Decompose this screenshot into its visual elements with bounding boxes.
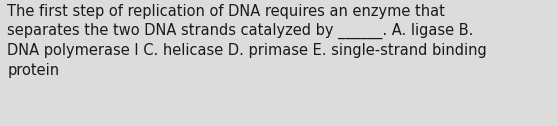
Text: The first step of replication of DNA requires an enzyme that
separates the two D: The first step of replication of DNA req…: [7, 4, 487, 78]
